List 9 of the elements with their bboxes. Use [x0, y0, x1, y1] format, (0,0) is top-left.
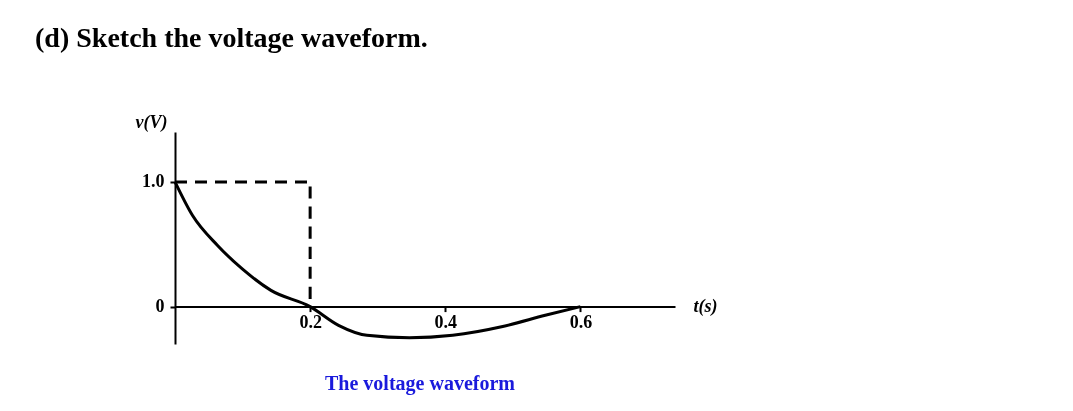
y-tick-label: 0 [155, 296, 165, 317]
text: The voltage waveform [325, 372, 516, 395]
y-tick-label: 1.0 [142, 171, 165, 192]
x-tick-label: 0.6 [569, 312, 593, 333]
x-tick-label: 0.2 [299, 312, 322, 333]
chart-title: (d) Sketch the voltage waveform. [35, 22, 428, 53]
x-axis-title: t(s) [693, 296, 718, 318]
x-tick-label: 0.4 [434, 312, 458, 333]
y-axis-title: v(V) [135, 111, 168, 133]
